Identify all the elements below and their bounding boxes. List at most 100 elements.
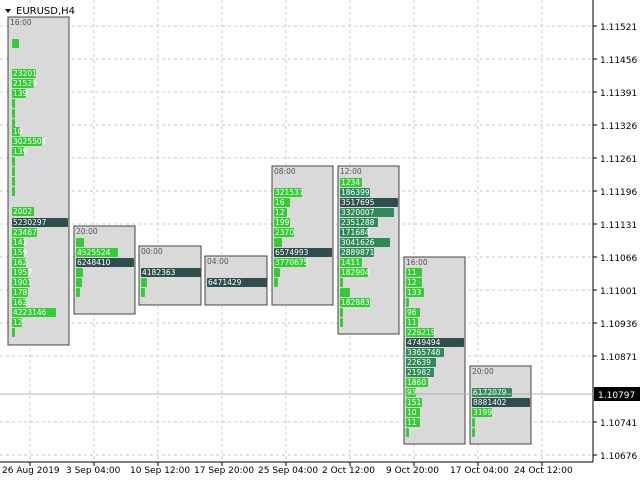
volume-bar <box>12 157 15 166</box>
price-tick-label: 1.10936 <box>600 320 637 330</box>
volume-bar <box>12 308 56 317</box>
volume-bar <box>472 418 475 427</box>
volume-bar <box>406 408 420 417</box>
price-tick-label: 1.11326 <box>600 122 637 132</box>
volume-bar <box>207 278 267 287</box>
volume-bar <box>274 198 290 207</box>
volume-bar-label: 133 <box>407 288 422 297</box>
volume-bar <box>340 188 370 197</box>
volume-bar-label: 139 <box>13 147 28 156</box>
time-tick-label: 17 Sep 20:00 <box>194 466 254 476</box>
volume-bar-label: 178 <box>13 288 28 297</box>
volume-bar <box>340 248 374 257</box>
volume-bar-label: 3320007 <box>341 208 375 217</box>
volume-bar <box>472 408 492 417</box>
volume-bar <box>12 187 15 196</box>
volume-bar-label: 1860 <box>407 378 426 387</box>
price-tick-label: 1.11521 <box>600 23 637 33</box>
time-tick-label: 9 Oct 20:00 <box>386 466 439 476</box>
volume-bar <box>274 248 332 257</box>
volume-bar <box>76 258 134 267</box>
volume-profile-panel[interactable]: 04:00 6471429 <box>204 255 268 306</box>
volume-bar <box>340 228 368 237</box>
volume-bar-label: 10 <box>407 408 417 417</box>
volume-bar <box>141 278 147 287</box>
volume-bar <box>340 268 368 277</box>
volume-bar-label: 2370 <box>275 228 294 237</box>
volume-bar <box>340 298 370 307</box>
volume-bar-label: 11 <box>407 268 417 277</box>
volume-bar <box>76 278 82 287</box>
volume-bar <box>12 238 24 247</box>
volume-bar <box>141 288 145 297</box>
panel-time-label: 16:00 <box>406 258 428 267</box>
volume-bar <box>340 288 350 297</box>
current-price-badge <box>594 387 640 401</box>
volume-bar <box>12 268 28 277</box>
volume-bar <box>406 268 422 277</box>
volume-bar <box>340 318 343 327</box>
price-tick-label: 1.11261 <box>600 155 637 165</box>
chevron-down-icon[interactable] <box>5 9 11 13</box>
volume-bar-label: 182883 <box>341 298 370 307</box>
volume-bar <box>12 218 68 227</box>
volume-bar-label: 2002 <box>13 207 32 216</box>
volume-bar-label: 6172079 <box>473 388 507 397</box>
volume-bar <box>12 248 24 257</box>
panel-time-label: 16:00 <box>10 18 32 27</box>
volume-bar-label: 96 <box>407 308 417 317</box>
time-tick-label: 10 Sep 12:00 <box>130 466 190 476</box>
volume-bar-label: 3199 <box>473 408 492 417</box>
volume-bar <box>406 298 409 307</box>
volume-profile-panel[interactable]: 12:00 12341863993517695332000723512881716… <box>337 165 400 335</box>
volume-bar <box>12 147 24 156</box>
price-tick-label: 1.11391 <box>600 89 637 99</box>
volume-bar <box>406 378 428 387</box>
price-axis[interactable]: 1.11521 1.11456 1.11391 1.11326 1.11261 1.111… <box>593 23 640 462</box>
volume-bar-label: 12 <box>13 318 23 327</box>
volume-bar <box>340 308 343 317</box>
volume-bar <box>340 178 362 187</box>
volume-bar <box>406 418 420 427</box>
volume-bar <box>406 318 418 327</box>
price-tick-label: 1.10871 <box>600 353 637 363</box>
volume-bar <box>12 167 15 176</box>
volume-bar-label: 1411 <box>341 258 360 267</box>
volume-bar-label: 6471429 <box>208 278 242 287</box>
volume-profile-panel[interactable]: 16:0023201215291391030255041392002523029… <box>7 16 70 346</box>
volume-bar-label: 171684 <box>341 228 370 237</box>
volume-bar-label: 1901 <box>13 278 32 287</box>
volume-bar-label: 159 <box>13 248 28 257</box>
volume-bar <box>340 278 343 287</box>
volume-bar-label: 4223146 <box>13 308 47 317</box>
volume-bar <box>406 398 422 407</box>
volume-bar <box>340 238 390 247</box>
volume-bar-label: 21982 <box>407 368 431 377</box>
price-tick-label: 1.10741 <box>600 419 637 429</box>
volume-bar <box>12 177 15 186</box>
volume-bar-label: 6574993 <box>275 248 309 257</box>
price-tick-label: 1.11001 <box>600 287 637 297</box>
volume-bar <box>12 39 19 48</box>
volume-bar-label: 162 <box>13 298 28 307</box>
volume-bar-label: 139 <box>13 89 28 98</box>
volume-bar <box>76 268 83 277</box>
volume-bar-label: 142 <box>13 238 28 247</box>
panel-time-label: 00:00 <box>141 247 163 256</box>
price-tick-label: 1.11066 <box>600 254 637 264</box>
volume-bar-label: 4182363 <box>142 268 176 277</box>
volume-bar-label: 23201 <box>13 69 37 78</box>
volume-profile-panel[interactable]: 16:0011121339611226219474949433657482263… <box>403 256 466 445</box>
volume-bar <box>406 308 420 317</box>
price-tick-label: 1.11131 <box>600 221 637 231</box>
volume-profile-panel[interactable]: 00:00 4182363 <box>138 245 202 306</box>
volume-bar <box>76 238 84 247</box>
time-tick-label: 17 Oct 04:00 <box>450 466 509 476</box>
volume-bar-label: 4525524 <box>77 248 111 257</box>
time-axis[interactable]: 26 Aug 2019 3 Sep 04:00 10 Sep 12:00 17 Sep… <box>2 462 573 476</box>
panel-time-label: 08:00 <box>274 167 296 176</box>
